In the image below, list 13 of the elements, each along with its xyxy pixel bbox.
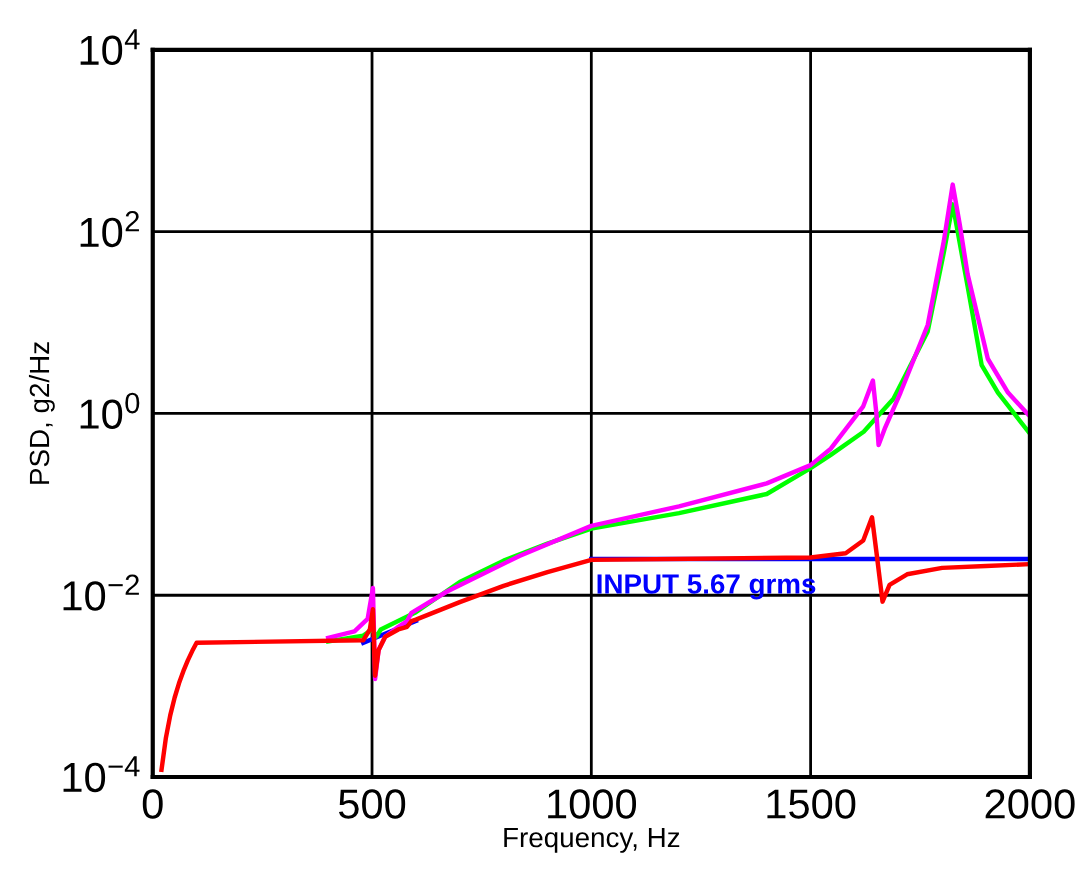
y-tick-label: 10$^{−4}$ <box>63 756 140 793</box>
x-axis-title: Frequency, Hz <box>504 827 680 853</box>
x-tick-label: 1000 <box>548 789 637 819</box>
y-axis-title: PSD, g2/Hz <box>28 342 55 484</box>
x-tick-label: 2000 <box>985 789 1075 819</box>
y-tick-label: 10$^{4}$ <box>80 29 140 66</box>
x-tick-label: 500 <box>338 789 406 819</box>
y-tick-label: 10$^{2}$ <box>80 210 139 248</box>
y-tick-label: 10$^{0}$ <box>80 392 140 429</box>
x-tick-label: 0 <box>142 789 163 819</box>
x-tick-label: 1500 <box>767 789 856 819</box>
y-tick-label: 10$^{−2}$ <box>63 574 139 611</box>
line-series <box>159 515 1030 773</box>
